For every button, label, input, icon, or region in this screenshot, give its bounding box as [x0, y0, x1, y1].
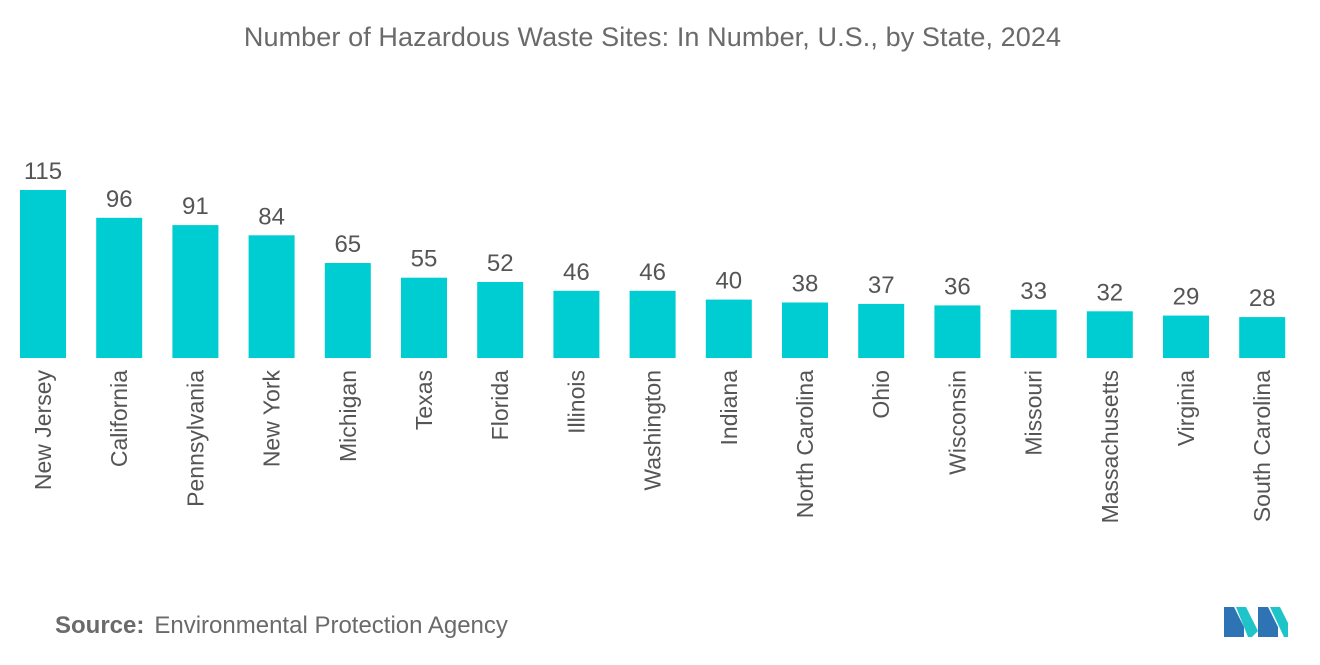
value-label: 38: [792, 271, 819, 298]
category-label: California: [106, 370, 132, 467]
bar-pennsylvania: [172, 225, 219, 358]
category-label: Pennsylvania: [182, 370, 208, 507]
category-label: Michigan: [335, 370, 361, 462]
value-label: 55: [411, 246, 438, 273]
bar-california: [96, 217, 143, 358]
bar-ohio: [858, 303, 905, 358]
category-label: Virginia: [1173, 370, 1199, 446]
bar-florida: [477, 282, 524, 358]
chart-title: Number of Hazardous Waste Sites: In Numb…: [243, 22, 1062, 52]
value-label: 33: [1020, 278, 1047, 305]
bars-layer: [20, 190, 1286, 358]
category-label: Washington: [640, 370, 666, 491]
value-label: 115: [24, 158, 62, 185]
value-label: 65: [334, 231, 361, 258]
bar-michigan: [324, 263, 371, 358]
category-label: New Jersey: [30, 370, 56, 491]
source-text: Environmental Protection Agency: [154, 612, 508, 639]
bar-massachusetts: [1086, 311, 1133, 358]
bar-illinois: [553, 290, 600, 358]
category-labels-layer: New Jersey California Pennsylvania New York…: [30, 370, 1275, 524]
bar-new-jersey: [20, 190, 66, 358]
category-label: New York: [259, 370, 285, 468]
value-label: 96: [106, 186, 133, 213]
value-label: 84: [258, 203, 285, 230]
category-label: Wisconsin: [944, 370, 970, 475]
value-label: 46: [639, 259, 666, 286]
category-label: North Carolina: [792, 370, 818, 518]
bar-south-carolina: [1239, 317, 1286, 358]
bar-indiana: [705, 299, 752, 358]
bar-washington: [629, 290, 676, 358]
bar-virginia: [1163, 315, 1209, 358]
source-label: Source:: [55, 612, 145, 639]
value-label: 40: [715, 268, 742, 295]
value-label: 32: [1096, 279, 1123, 306]
category-label: South Carolina: [1249, 370, 1275, 522]
category-label: Missouri: [1021, 370, 1047, 456]
value-label: 28: [1249, 285, 1276, 312]
category-label: Illinois: [563, 370, 589, 434]
category-label: Massachusetts: [1097, 370, 1123, 523]
value-label: 29: [1173, 284, 1200, 311]
value-label: 91: [182, 193, 209, 220]
value-label: 36: [944, 273, 971, 300]
value-label: 46: [563, 259, 590, 286]
category-label: Ohio: [868, 370, 894, 419]
source-note: Source: Environmental Protection Agency: [55, 612, 508, 640]
mordor-intelligence-logo: [1224, 607, 1288, 637]
bar-new-york: [248, 235, 295, 358]
bar-texas: [401, 277, 447, 358]
bar-wisconsin: [934, 305, 981, 358]
value-labels-layer: 115 96 91 84 65 55 52 46 46 40 38 37 36 33 32 29 28: [24, 158, 1276, 312]
category-label: Florida: [487, 370, 513, 441]
value-label: 37: [868, 272, 895, 299]
value-label: 52: [487, 250, 514, 277]
bar-north-carolina: [782, 302, 828, 358]
bar-missouri: [1010, 309, 1057, 358]
category-label: Texas: [411, 370, 437, 430]
category-label: Indiana: [716, 370, 742, 446]
